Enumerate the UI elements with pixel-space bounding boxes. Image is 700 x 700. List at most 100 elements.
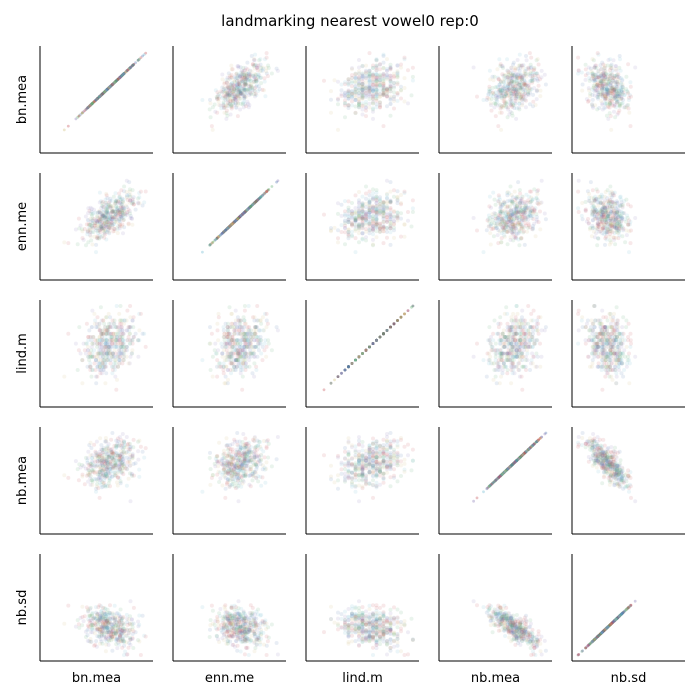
data-point <box>339 213 344 218</box>
data-point <box>102 91 106 94</box>
data-point <box>256 198 260 202</box>
data-point <box>104 371 109 376</box>
data-point <box>484 228 489 233</box>
data-point <box>607 68 612 73</box>
data-point <box>113 81 116 84</box>
data-point <box>586 86 591 91</box>
data-point <box>600 71 605 76</box>
data-point <box>234 92 239 97</box>
data-point <box>113 81 116 85</box>
data-point <box>97 338 102 343</box>
data-point <box>628 124 633 129</box>
data-point <box>106 87 110 90</box>
data-point <box>114 80 117 83</box>
data-point <box>113 199 118 204</box>
data-point <box>242 95 247 100</box>
data-point <box>105 88 109 91</box>
data-point <box>97 321 102 326</box>
data-point <box>100 92 104 96</box>
data-point <box>270 185 274 188</box>
data-point <box>597 229 602 234</box>
data-point <box>97 236 102 241</box>
data-point <box>608 84 613 89</box>
data-point <box>88 104 92 107</box>
data-point <box>114 79 118 83</box>
data-point <box>388 180 393 185</box>
data-point <box>608 221 613 226</box>
data-point <box>96 97 99 100</box>
data-point <box>87 105 91 109</box>
data-point <box>322 212 326 217</box>
data-point <box>388 89 393 94</box>
data-point <box>90 102 94 106</box>
data-point <box>600 220 604 224</box>
data-point <box>493 101 498 106</box>
data-point <box>121 73 125 76</box>
data-point <box>115 79 118 83</box>
data-point <box>494 97 499 102</box>
data-point <box>493 93 498 98</box>
data-point <box>595 189 600 194</box>
data-point <box>111 83 114 86</box>
data-point <box>249 205 252 209</box>
data-point <box>102 90 106 94</box>
data-point <box>487 68 492 73</box>
data-point <box>110 83 114 87</box>
data-point <box>90 242 95 247</box>
data-point <box>125 344 130 349</box>
data-point <box>248 83 253 88</box>
data-point <box>399 216 403 221</box>
data-point <box>495 67 500 72</box>
data-point <box>258 75 263 80</box>
data-point <box>89 103 92 107</box>
data-point <box>498 106 503 111</box>
data-point <box>357 97 361 102</box>
data-point <box>220 96 225 100</box>
data-point <box>364 205 368 210</box>
data-point <box>104 88 108 92</box>
data-point <box>104 89 108 93</box>
data-point <box>527 72 532 77</box>
data-point <box>520 216 525 221</box>
data-point <box>374 102 379 107</box>
data-point <box>259 65 264 70</box>
data-point <box>122 184 127 189</box>
data-point <box>245 99 250 104</box>
data-point <box>118 75 122 79</box>
data-point <box>487 224 492 229</box>
data-point <box>499 127 504 132</box>
data-point <box>246 105 251 110</box>
data-point <box>222 81 227 86</box>
data-point <box>121 73 125 76</box>
data-point <box>623 240 628 245</box>
data-point <box>225 103 230 108</box>
data-point <box>590 188 595 193</box>
data-point <box>100 92 104 96</box>
data-point <box>95 325 100 330</box>
data-point <box>224 228 228 232</box>
data-point <box>121 206 126 211</box>
data-point <box>627 250 631 255</box>
data-point <box>128 66 132 70</box>
data-point <box>110 371 115 376</box>
panel-bn.mea-vs-nb.mea <box>438 46 552 154</box>
data-point <box>522 242 527 247</box>
data-point <box>395 98 400 103</box>
panel-lind.m-vs-bn.mea <box>39 300 153 408</box>
data-point <box>517 243 522 248</box>
data-point <box>95 97 99 101</box>
data-point <box>496 124 501 129</box>
data-point <box>576 178 581 183</box>
data-point <box>595 75 600 80</box>
data-point <box>243 81 248 86</box>
data-point <box>101 91 105 95</box>
data-point <box>256 74 261 79</box>
data-point <box>576 189 581 194</box>
data-point <box>258 62 263 67</box>
data-point <box>128 304 133 308</box>
data-point <box>346 106 351 110</box>
data-point <box>409 224 414 229</box>
data-point <box>385 57 389 62</box>
data-point <box>122 72 126 76</box>
data-point <box>216 96 221 101</box>
